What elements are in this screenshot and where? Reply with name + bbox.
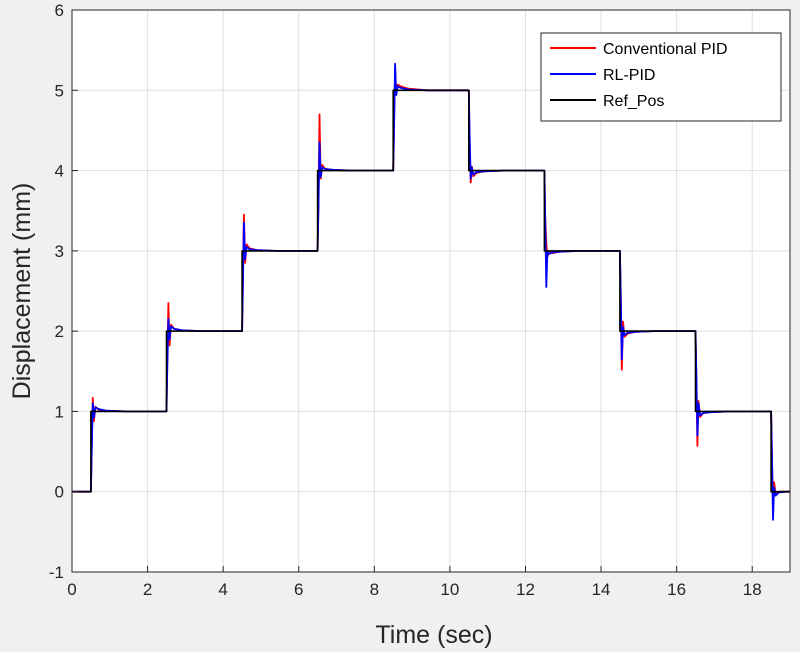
y-tick-label: 6 (55, 1, 64, 20)
y-tick-label: 2 (55, 322, 64, 341)
y-axis-title: Displacement (mm) (8, 183, 36, 400)
y-tick-label: 5 (55, 81, 64, 100)
x-tick-label: 8 (370, 580, 379, 599)
y-tick-label: 3 (55, 242, 64, 261)
series-line-ref-pos (72, 89, 790, 493)
x-tick-label: 6 (294, 580, 303, 599)
plot-frame (71, 9, 791, 573)
x-tick-label: 14 (592, 580, 611, 599)
y-tick-label: 1 (55, 402, 64, 421)
y-tick-label: 4 (55, 162, 64, 181)
x-tick-label: 2 (143, 580, 152, 599)
x-tick-label: 16 (667, 580, 686, 599)
x-tick-label: 0 (67, 580, 76, 599)
x-tick-label: 18 (743, 580, 762, 599)
x-tick-label: 10 (440, 580, 459, 599)
x-axis-title: Time (sec) (375, 621, 492, 649)
legend-label: Ref_Pos (603, 93, 664, 110)
series-layer (72, 62, 790, 521)
legend-label: Conventional PID (603, 41, 728, 58)
x-tick-label: 12 (516, 580, 535, 599)
y-tick-label: 0 (55, 483, 64, 502)
y-tick-label: -1 (49, 563, 64, 582)
legend-label: RL-PID (603, 67, 655, 84)
x-tick-label: 4 (218, 580, 227, 599)
legend: Conventional PID RL-PID Ref_Pos (540, 32, 782, 122)
